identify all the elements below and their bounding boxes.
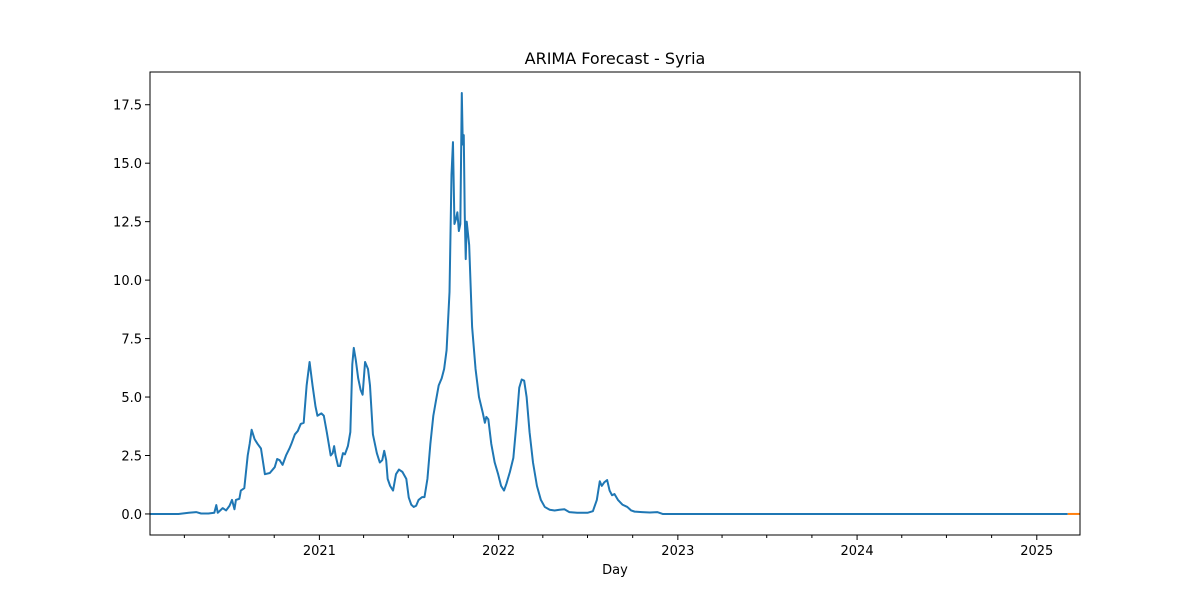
x-tick-label: 2024	[841, 544, 874, 559]
y-tick-label: 0.0	[121, 508, 142, 523]
y-tick-label: 5.0	[121, 391, 142, 406]
x-tick-label: 2023	[661, 544, 694, 559]
x-axis-label: Day	[602, 563, 628, 578]
y-tick-label: 15.0	[113, 157, 142, 172]
plot-frame	[149, 71, 1081, 536]
y-tick-label: 10.0	[113, 274, 142, 289]
x-axis-ticks: 2021 2022 2023 2024 2025	[183, 535, 1053, 559]
x-tick-label: 2022	[482, 544, 515, 559]
y-tick-label: 2.5	[121, 449, 142, 464]
y-tick-label: 7.5	[121, 333, 142, 348]
y-tick-label: 17.5	[113, 99, 142, 114]
x-tick-label: 2025	[1020, 544, 1053, 559]
chart-title: ARIMA Forecast - Syria	[525, 49, 706, 68]
x-tick-label: 2021	[303, 544, 336, 559]
series-line-1	[150, 92, 1068, 515]
series-lines	[150, 92, 1080, 515]
y-tick-label: 12.5	[113, 216, 142, 231]
y-axis-ticks: 0.0 2.5 5.0 7.5 10.0 12.5 15.0 17.5	[113, 99, 150, 523]
